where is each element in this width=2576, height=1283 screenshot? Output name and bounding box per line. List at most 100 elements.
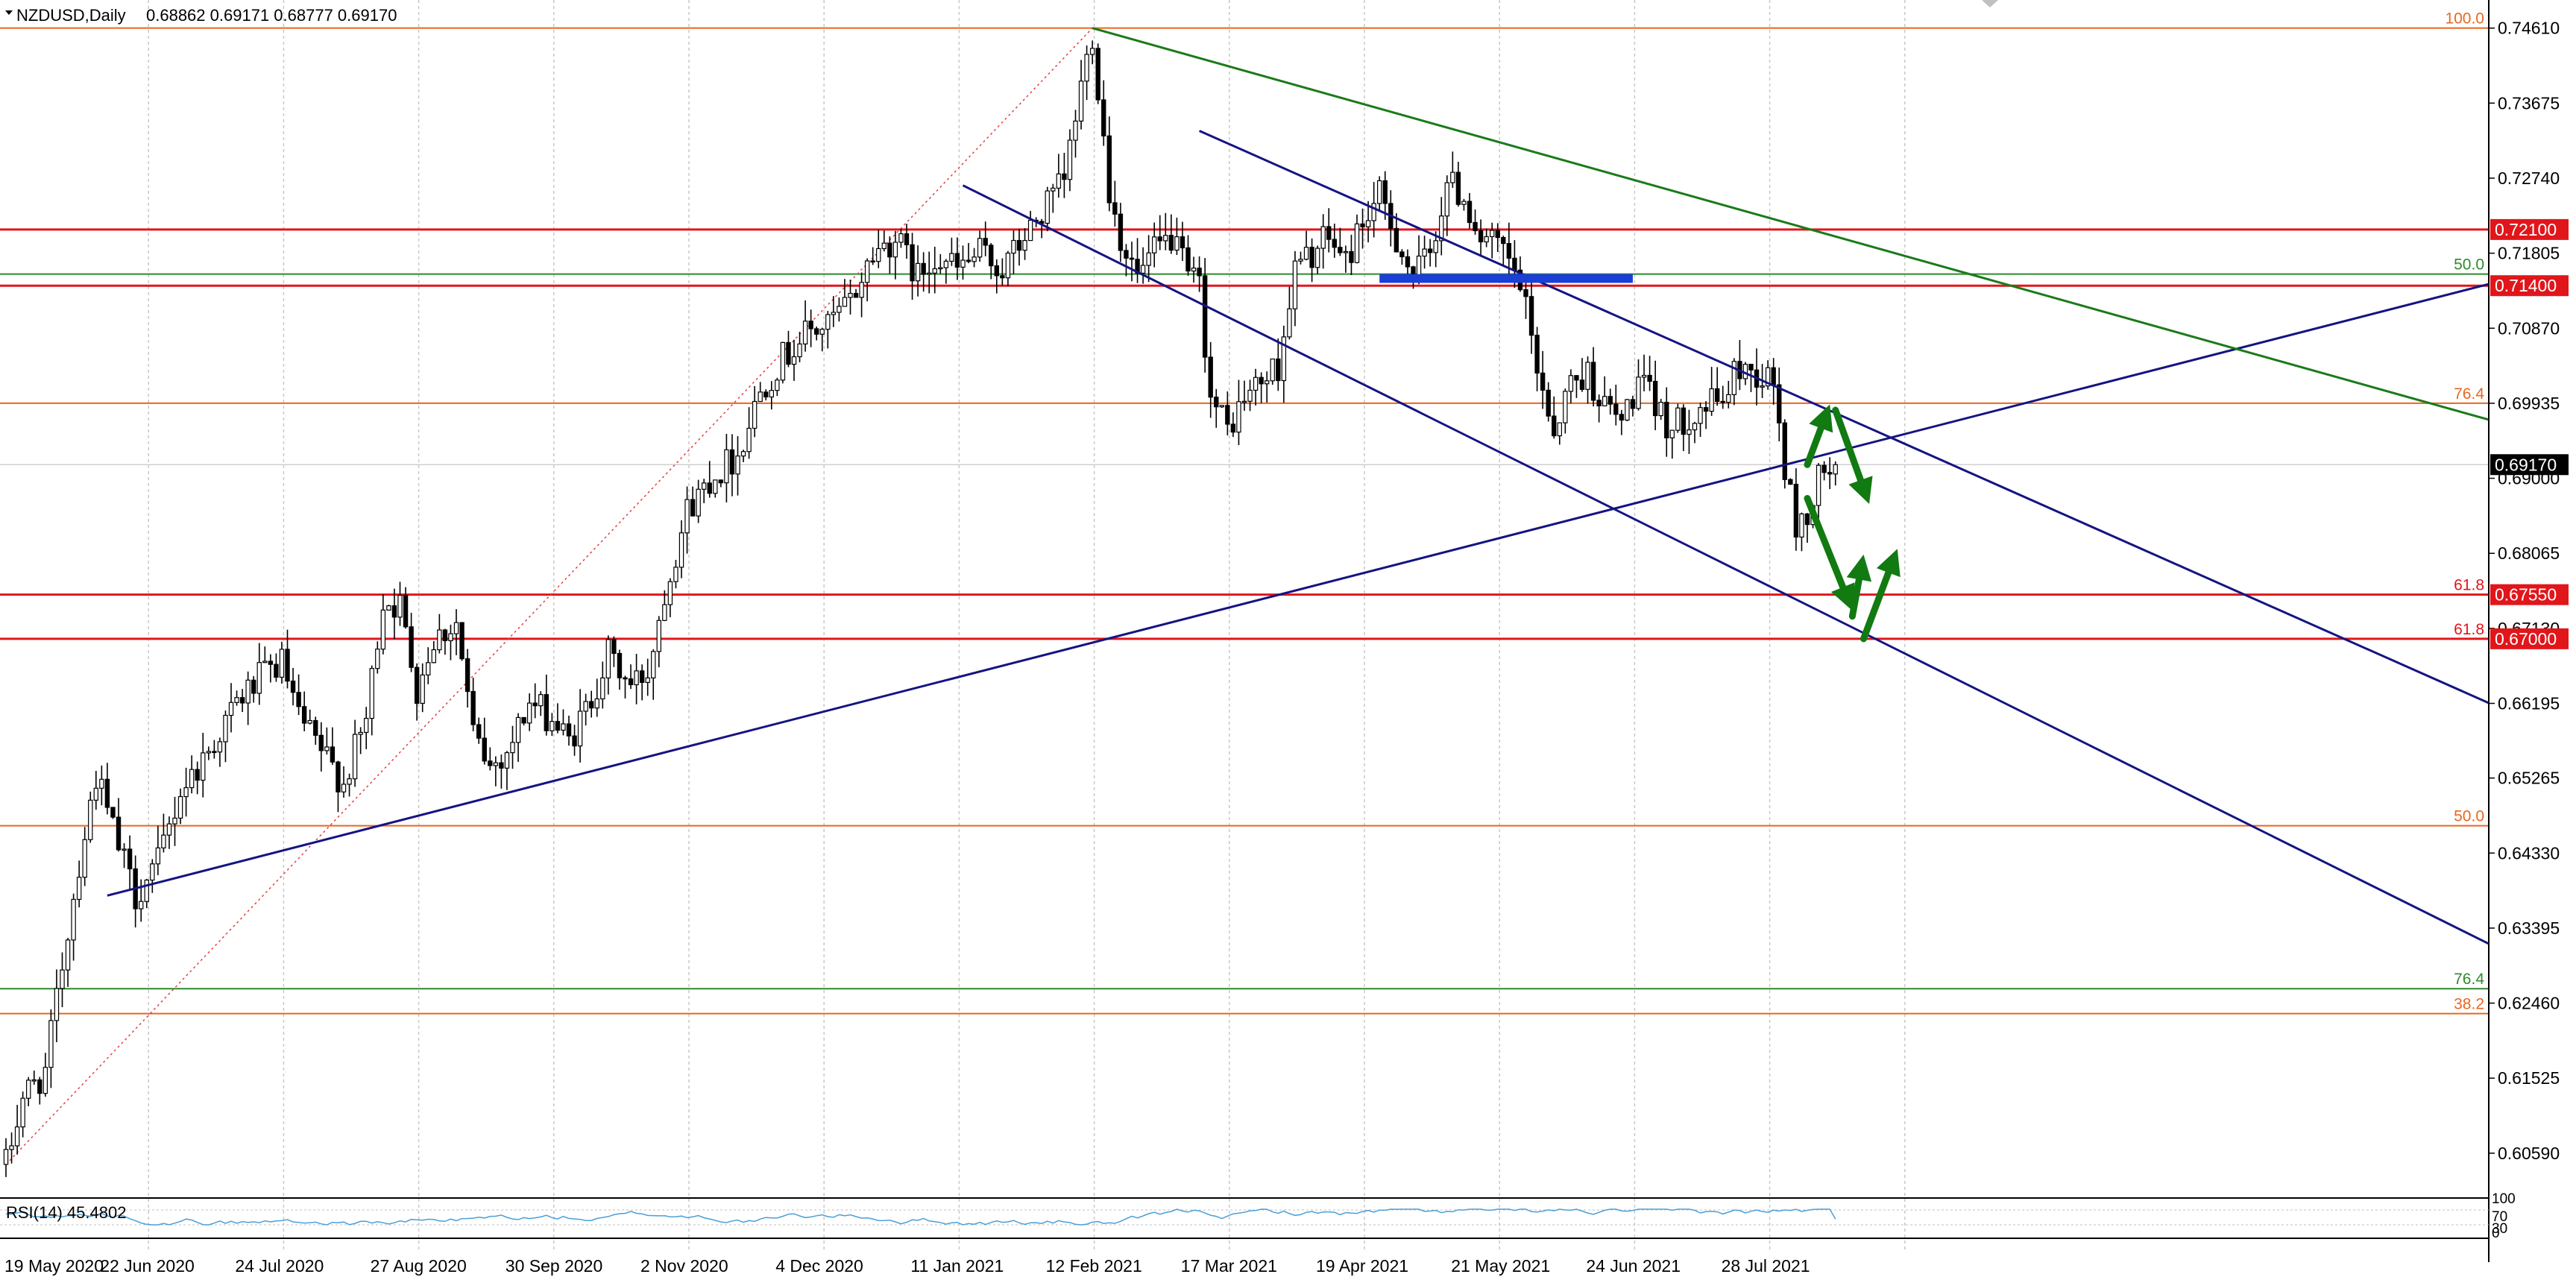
candle-body xyxy=(336,761,341,792)
level-label: 38.2 xyxy=(2454,996,2484,1013)
candle-body xyxy=(161,834,166,848)
candle-body xyxy=(831,312,837,315)
candle-body xyxy=(31,1079,37,1082)
candle-body xyxy=(166,823,172,836)
candle-body xyxy=(842,297,848,307)
candle-body xyxy=(1473,221,1478,232)
candle-body xyxy=(1016,239,1022,251)
candle-body xyxy=(274,663,279,678)
candle-body xyxy=(510,742,515,754)
trend-line xyxy=(962,184,2490,945)
candle-body xyxy=(892,242,898,258)
candle-body xyxy=(932,268,937,274)
candle-body xyxy=(775,379,780,391)
projection-arrow-shaft xyxy=(1860,564,1894,643)
candle-body xyxy=(1163,235,1168,242)
candle-body xyxy=(431,649,437,663)
candle-body xyxy=(155,847,161,865)
candle-body xyxy=(825,314,831,330)
trend-line xyxy=(107,283,2490,897)
candle-body xyxy=(1202,275,1208,358)
price-tick-label: 0.68065 xyxy=(2498,543,2560,563)
candle-body xyxy=(391,605,397,618)
candle-body xyxy=(966,259,971,262)
time-tick-label: 11 Jan 2021 xyxy=(910,1256,1004,1276)
candle-body xyxy=(526,702,532,724)
candle-body xyxy=(1241,400,1247,403)
candle-body xyxy=(1292,260,1298,309)
candle-body xyxy=(476,724,482,739)
candle-body xyxy=(921,262,926,275)
price-tick-label: 0.71805 xyxy=(2498,244,2560,263)
candle-body xyxy=(797,343,802,358)
candle-body xyxy=(690,499,696,517)
candle-body xyxy=(301,706,307,724)
candle-body xyxy=(470,690,476,725)
candle-body xyxy=(1078,81,1084,122)
candle-body xyxy=(949,253,954,262)
candle-body xyxy=(1247,389,1253,402)
level-price-tag-text: 0.67000 xyxy=(2495,629,2557,649)
price-tick-label: 0.74610 xyxy=(2498,19,2560,38)
candle-body xyxy=(245,679,251,704)
projection-arrow-shaft xyxy=(1848,571,1864,620)
candle-body xyxy=(1005,252,1011,279)
candle-body xyxy=(251,679,256,694)
candle-body xyxy=(1022,239,1027,251)
candle-body xyxy=(701,482,707,490)
candle-body xyxy=(201,752,206,781)
candle-body xyxy=(1365,220,1371,227)
level-price-tag-text: 0.71400 xyxy=(2495,276,2557,295)
candle-body xyxy=(954,253,960,268)
candle-body xyxy=(808,321,813,330)
candle-body xyxy=(1236,401,1241,433)
candle-body xyxy=(611,639,617,655)
candle-body xyxy=(1214,397,1219,408)
candle-body xyxy=(1726,394,1731,403)
time-tick-label: 24 Jul 2020 xyxy=(235,1256,324,1276)
projection-arrow-shaft xyxy=(1804,494,1848,596)
trend-line xyxy=(1198,130,2490,704)
candle-body xyxy=(515,716,521,743)
level-price-tag xyxy=(2490,275,2569,297)
candle-body xyxy=(786,341,791,365)
candle-body xyxy=(628,678,634,686)
candle-body xyxy=(364,718,369,734)
candle-body xyxy=(442,629,448,642)
candle-body xyxy=(1720,400,1725,403)
scroll-marker-icon[interactable] xyxy=(1982,0,1998,7)
candle-body xyxy=(887,242,892,258)
candle-body xyxy=(482,737,487,762)
candle-body xyxy=(1027,219,1033,242)
candle-body xyxy=(99,778,104,789)
candle-body xyxy=(1804,513,1810,526)
rsi-tick-label: 100 xyxy=(2492,1191,2516,1207)
collapse-triangle-icon[interactable] xyxy=(5,10,13,15)
candle-body xyxy=(1715,388,1720,403)
candle-body xyxy=(1512,257,1517,271)
candle-body xyxy=(673,567,678,582)
candle-body xyxy=(662,604,667,621)
chart-ohlc-values: 0.68862 0.69171 0.68777 0.69170 xyxy=(146,6,397,25)
candle-body xyxy=(1349,250,1354,263)
candle-body xyxy=(352,734,358,780)
price-tick-label: 0.65265 xyxy=(2498,769,2560,788)
candle-body xyxy=(1760,385,1765,388)
candle-body xyxy=(1106,135,1112,204)
candle-body xyxy=(1433,240,1438,253)
candle-body xyxy=(1703,407,1709,412)
candle-body xyxy=(549,721,555,731)
candle-body xyxy=(1821,464,1827,473)
candle-body xyxy=(1652,380,1658,417)
candle-body xyxy=(1298,259,1303,262)
candle-body xyxy=(448,633,453,642)
candle-body xyxy=(42,1067,48,1094)
price-tick-label: 0.61525 xyxy=(2498,1068,2560,1088)
candle-body xyxy=(1394,227,1399,253)
time-tick-label: 19 Apr 2021 xyxy=(1316,1256,1408,1276)
candle-body xyxy=(1658,402,1663,417)
candle-body xyxy=(594,698,599,709)
candle-body xyxy=(1478,230,1484,243)
candle-body xyxy=(1056,173,1062,189)
